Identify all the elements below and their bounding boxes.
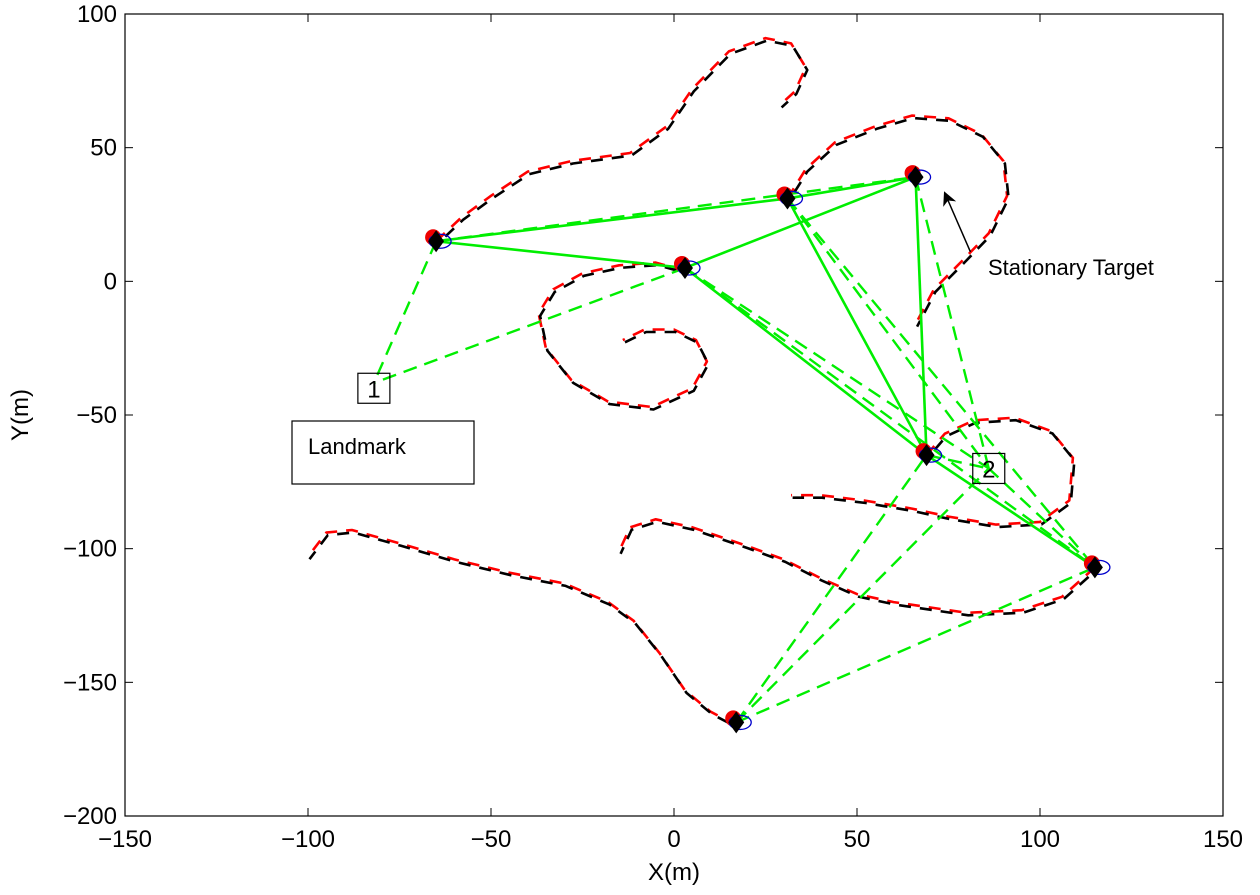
robot-diamond-marker [779, 187, 796, 210]
y-tick-label: −150 [63, 669, 117, 696]
x-tick-label: 100 [1020, 826, 1060, 853]
robot-diamond-marker [728, 711, 745, 734]
y-tick-label: −200 [63, 803, 117, 830]
true-trajectory [436, 39, 809, 245]
y-tick-label: 50 [90, 135, 117, 162]
landmark-box [357, 372, 391, 404]
dashed-observation-link [735, 467, 990, 724]
ticks-layer: −150 −100 −50 0 50 100 150−200−150−100−5005010… [63, 1, 1243, 853]
estimated-trajectory [537, 261, 709, 409]
robot-diamond-marker [907, 166, 924, 189]
dashed-observation-link [373, 266, 686, 385]
y-axis-label: Y(m) [7, 389, 34, 441]
y-tick-label: −100 [63, 536, 117, 563]
trajectories-layer [306, 36, 1098, 729]
true-trajectory [619, 520, 1098, 617]
stationary-target-annotation: Stationary Target [943, 191, 1154, 280]
y-tick-label: 0 [104, 268, 117, 295]
estimated-trajectory [617, 517, 1096, 615]
estimated-trajectory [306, 528, 737, 727]
landmark-legend-box: Landmark [291, 420, 475, 485]
plot-background [125, 14, 1223, 816]
target-arrow-icon [943, 191, 972, 253]
stationary-target-label: Stationary Target [988, 255, 1154, 280]
solid-communication-link [787, 175, 916, 200]
true-trajectory [538, 263, 710, 411]
true-trajectory [308, 531, 739, 729]
dashed-observation-link [372, 240, 438, 384]
x-tick-label: 50 [844, 826, 871, 853]
x-tick-label: −150 [98, 826, 152, 853]
dashed-observation-link [684, 266, 1096, 569]
solid-communication-link [435, 239, 686, 270]
dashed-observation-link [735, 454, 928, 724]
estimated-trajectory [786, 114, 1009, 325]
x-tick-label: −100 [281, 826, 335, 853]
robots-layer [425, 165, 1111, 734]
solid-communication-link [435, 197, 788, 243]
estimated-trajectory [791, 416, 1075, 526]
x-tick-label: 0 [667, 826, 680, 853]
robot-diamond-marker [918, 444, 935, 467]
robot-diamond-marker [676, 256, 693, 279]
dashed-observation-link [684, 266, 990, 470]
x-tick-label: 150 [1203, 826, 1243, 853]
links-layer [372, 175, 1096, 724]
dashed-observation-link [914, 176, 990, 469]
true-trajectory [787, 116, 1010, 328]
x-tick-label: −50 [471, 826, 512, 853]
landmarks-layer: 12 [357, 372, 1006, 485]
solid-communication-link [684, 266, 928, 457]
landmark-box [972, 452, 1006, 485]
dashed-observation-link [926, 453, 990, 470]
robot-diamond-marker [1086, 556, 1103, 579]
dashed-observation-link [987, 467, 1096, 569]
dashed-observation-link [786, 197, 990, 470]
robot-diamond-marker [428, 230, 445, 253]
x-axis-label: X(m) [648, 859, 700, 886]
dashed-observation-link [786, 197, 1096, 569]
landmark-legend-label: Landmark [308, 434, 407, 459]
landmark-label: 1 [367, 376, 380, 403]
estimated-trajectory [435, 36, 808, 243]
y-tick-label: −50 [76, 402, 117, 429]
y-tick-label: 100 [77, 1, 117, 28]
solid-communication-link [914, 177, 928, 456]
solid-communication-link [786, 197, 928, 456]
dashed-observation-link [435, 175, 916, 243]
landmark-label: 2 [982, 456, 995, 483]
solid-communication-link [925, 454, 1096, 569]
